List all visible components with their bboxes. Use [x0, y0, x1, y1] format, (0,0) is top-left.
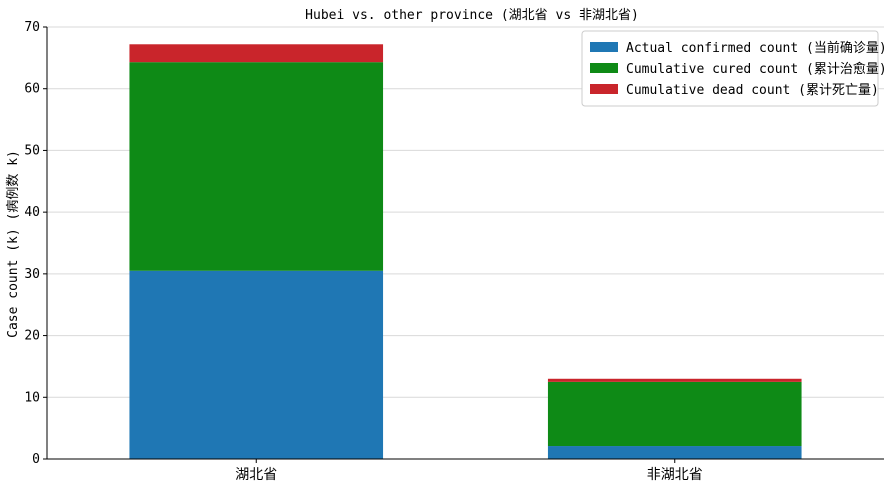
bar-1-series-0	[547, 446, 802, 459]
bar-0-series-1	[129, 62, 384, 271]
y-tick-label-5: 50	[24, 143, 40, 158]
legend-swatch-1	[590, 63, 618, 73]
legend-entry-1: Cumulative cured count (累计治愈量)	[626, 62, 887, 77]
x-tick-label-1: 非湖北省	[647, 467, 703, 483]
y-tick-label-4: 40	[24, 205, 40, 220]
y-ticks: 0 10 20 30 40 50 60 70	[24, 20, 47, 467]
legend-entry-0: Actual confirmed count (当前确诊量)	[626, 40, 887, 56]
x-ticks: 湖北省 非湖北省	[235, 459, 703, 483]
bar-0-series-0	[129, 270, 384, 459]
y-tick-label-7: 70	[24, 20, 40, 35]
y-tick-label-0: 0	[32, 452, 40, 467]
y-tick-label-1: 10	[24, 390, 40, 405]
legend-entry-2: Cumulative dead count (累计死亡量)	[626, 83, 879, 98]
bar-1-series-2	[547, 378, 802, 382]
x-tick-label-0: 湖北省	[235, 467, 277, 483]
chart-title: Hubei vs. other province (湖北省 vs 非湖北省)	[305, 8, 639, 23]
legend-swatch-2	[590, 84, 618, 94]
y-tick-label-2: 20	[24, 329, 40, 344]
bar-0-series-2	[129, 44, 384, 63]
y-tick-label-3: 30	[24, 267, 40, 282]
axes	[46, 27, 884, 460]
y-tick-label-6: 60	[24, 82, 40, 97]
legend-frame	[581, 30, 879, 107]
bar-1-series-1	[547, 381, 802, 447]
bars	[129, 44, 802, 459]
y-axis-label: Case count (k) (病例数 k)	[6, 150, 21, 338]
legend: Actual confirmed count (当前确诊量) Cumulative…	[581, 30, 887, 107]
legend-swatch-0	[590, 42, 618, 52]
